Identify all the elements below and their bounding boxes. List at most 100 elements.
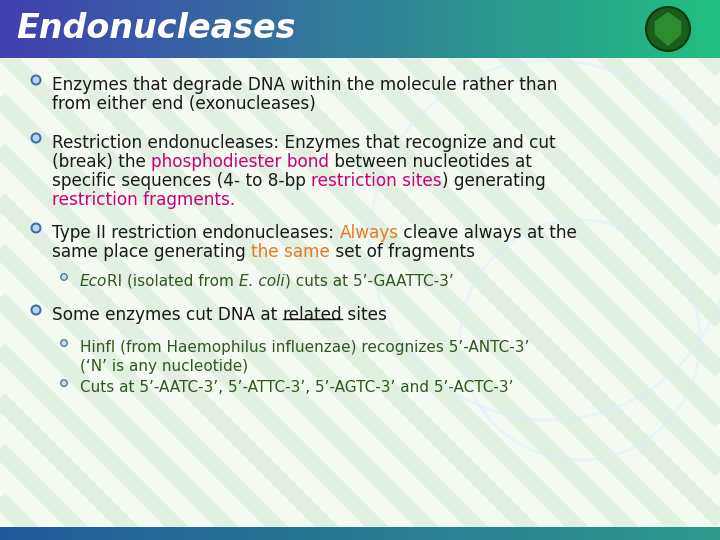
Bar [526, 527, 534, 540]
Bar [590, 527, 598, 540]
Bar [108, 0, 112, 58]
Bar [137, 0, 141, 58]
Bar [356, 0, 361, 58]
Bar [194, 527, 202, 540]
Bar [65, 527, 73, 540]
Bar [454, 527, 462, 540]
Bar [155, 0, 159, 58]
Bar [396, 0, 400, 58]
Bar [569, 527, 577, 540]
Bar [313, 0, 318, 58]
Bar [328, 0, 332, 58]
Bar [292, 0, 296, 58]
Bar [54, 0, 58, 58]
Text: Type II restriction endonucleases:: Type II restriction endonucleases: [52, 224, 339, 242]
Text: ) generating: ) generating [442, 172, 546, 190]
Bar [684, 527, 692, 540]
Bar [158, 0, 163, 58]
Circle shape [60, 379, 68, 387]
Bar [407, 0, 411, 58]
Bar [598, 0, 602, 58]
Bar [173, 527, 181, 540]
Bar [7, 0, 12, 58]
Bar [130, 527, 138, 540]
Bar [115, 527, 123, 540]
Text: RI (isolated from: RI (isolated from [107, 274, 239, 289]
Bar [418, 527, 426, 540]
Bar [94, 0, 98, 58]
Bar [655, 0, 660, 58]
Bar [482, 527, 490, 540]
Bar [652, 0, 656, 58]
Bar [706, 527, 714, 540]
Bar [317, 527, 325, 540]
Bar [47, 0, 51, 58]
Bar [626, 0, 631, 58]
Circle shape [32, 77, 40, 84]
Bar [274, 0, 278, 58]
Bar [587, 0, 591, 58]
Bar [94, 527, 102, 540]
Bar [378, 0, 382, 58]
Bar [310, 0, 314, 58]
Bar [439, 0, 444, 58]
Bar [691, 0, 696, 58]
Bar [256, 0, 260, 58]
Text: Enzymes that degrade DNA within the molecule rather than: Enzymes that degrade DNA within the mole… [52, 76, 557, 94]
Bar [450, 0, 454, 58]
Text: Some enzymes cut DNA at: Some enzymes cut DNA at [52, 306, 283, 324]
Bar [439, 527, 447, 540]
Bar [194, 0, 199, 58]
Bar [716, 0, 720, 58]
Bar [547, 527, 555, 540]
Bar [202, 0, 206, 58]
Bar [572, 0, 577, 58]
Bar [360, 527, 368, 540]
Bar [713, 0, 717, 58]
Bar [191, 0, 195, 58]
Bar [148, 0, 152, 58]
Bar [216, 527, 224, 540]
Bar [29, 527, 37, 540]
Bar [151, 0, 156, 58]
Bar [623, 0, 627, 58]
Bar [526, 0, 530, 58]
Bar [22, 527, 30, 540]
Bar [274, 527, 282, 540]
Bar [580, 0, 584, 58]
Bar [479, 0, 483, 58]
Bar [468, 0, 472, 58]
Bar [605, 0, 609, 58]
Bar [130, 0, 134, 58]
Bar [338, 527, 346, 540]
Bar [284, 0, 289, 58]
Bar [36, 0, 40, 58]
Bar [331, 527, 339, 540]
Bar [515, 0, 519, 58]
Bar [500, 0, 505, 58]
Bar [324, 0, 328, 58]
Bar [187, 527, 195, 540]
Bar [252, 527, 260, 540]
Bar [101, 0, 105, 58]
Bar [4, 0, 8, 58]
Bar [58, 0, 62, 58]
Bar [227, 0, 231, 58]
Bar [0, 0, 4, 58]
Bar [346, 0, 350, 58]
Bar [223, 0, 228, 58]
Bar [497, 0, 501, 58]
Bar [270, 0, 274, 58]
Bar [547, 0, 552, 58]
Bar [688, 0, 692, 58]
Bar [630, 0, 634, 58]
Bar [583, 0, 588, 58]
Bar [335, 0, 339, 58]
Text: phosphodiester bond: phosphodiester bond [151, 153, 329, 171]
Bar [562, 527, 570, 540]
Bar [655, 527, 663, 540]
Circle shape [60, 339, 68, 347]
Text: restriction fragments.: restriction fragments. [52, 191, 235, 209]
Text: Always: Always [339, 224, 398, 242]
Bar [90, 0, 94, 58]
